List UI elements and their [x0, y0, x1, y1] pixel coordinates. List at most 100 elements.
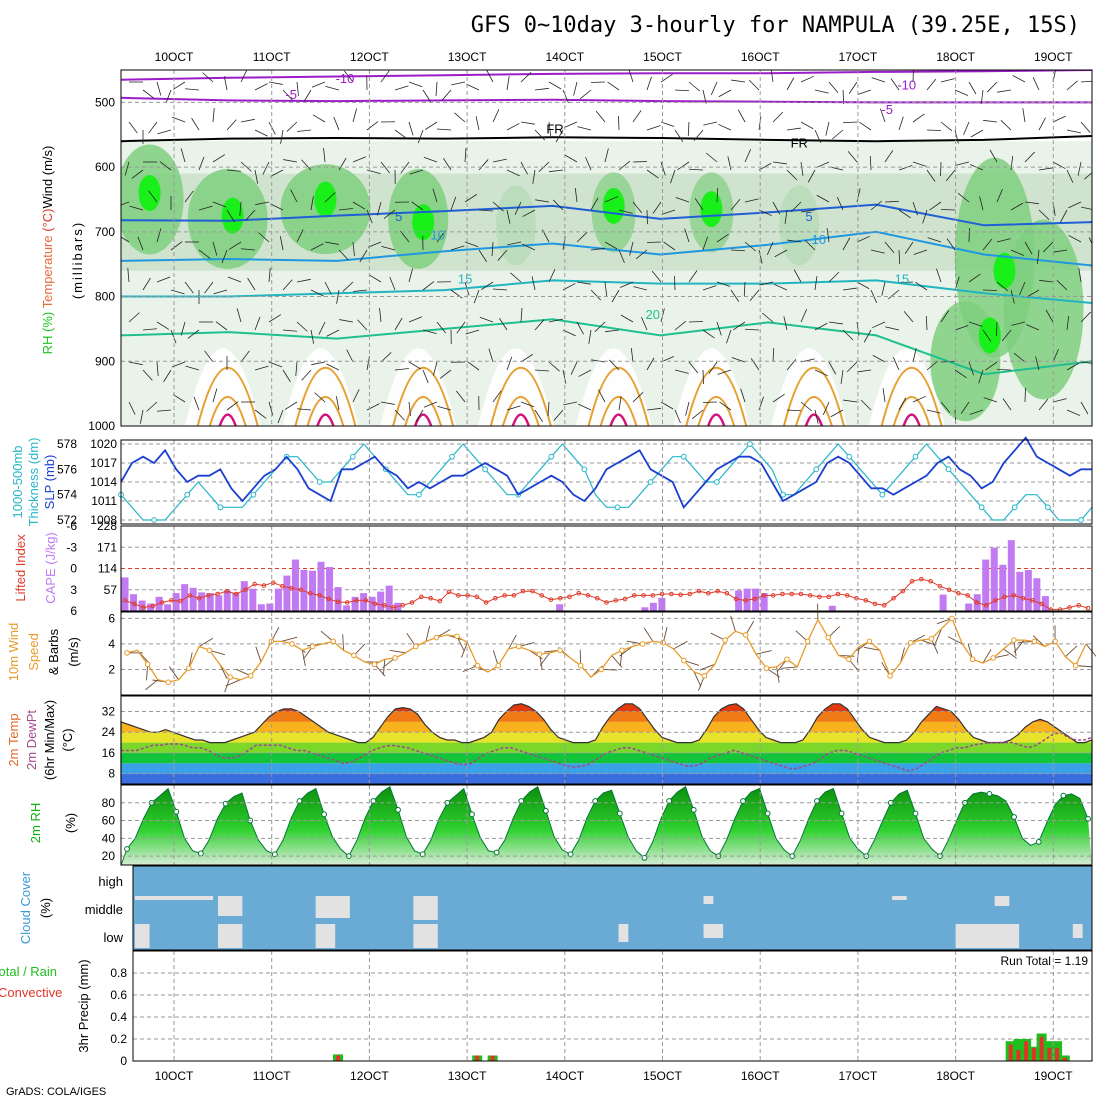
wind-barb	[185, 365, 200, 371]
wind-barb	[957, 192, 970, 203]
wind-barb	[129, 205, 144, 211]
wind-barb	[926, 409, 941, 414]
wind-barb	[456, 390, 466, 403]
wind-barb	[1032, 77, 1040, 91]
contour-label: 15	[458, 272, 472, 287]
wind-barb	[912, 348, 917, 363]
wind-barb	[670, 169, 676, 184]
wind-barb	[156, 81, 162, 96]
wind-barb	[674, 369, 689, 374]
wind-barb	[492, 109, 500, 123]
wind-barb	[1077, 161, 1082, 176]
cloud-patch	[217, 896, 243, 916]
cape-bar	[556, 604, 564, 611]
wind-barb	[338, 249, 349, 261]
warm-contour	[892, 395, 931, 426]
wind-barb	[408, 81, 423, 88]
wind-barb	[520, 121, 535, 125]
wind-barb	[325, 85, 340, 91]
cape-bar	[249, 588, 257, 611]
x-tick-label-top: 13OCT	[448, 50, 487, 64]
li-marker	[613, 598, 619, 603]
wind-barb	[255, 646, 262, 662]
wind-barb	[744, 198, 759, 203]
li-marker	[983, 603, 989, 608]
ua-y-tick-label: 500	[95, 95, 115, 109]
wind-barb	[240, 161, 252, 172]
wind-barb	[381, 245, 396, 251]
wind-barb	[628, 70, 634, 83]
wind-barb	[553, 409, 564, 421]
wind-barb	[408, 268, 414, 283]
wind-barb	[884, 150, 894, 163]
cape-bar	[999, 564, 1007, 611]
wind-barb	[254, 365, 269, 371]
li-marker	[650, 593, 656, 598]
wind-barb	[1001, 329, 1012, 342]
wind-barb	[191, 117, 200, 131]
wind-barb	[978, 369, 984, 384]
temp-color-band	[121, 752, 1092, 764]
wind-barb	[979, 196, 984, 211]
thickness-tick-label: 576	[57, 462, 77, 476]
wind-ylabel-text: 10m Wind Speed & Barbs (m/s)	[6, 623, 81, 682]
ylabel-part: CAPE (J/kg)	[43, 532, 58, 604]
wind-barb	[590, 247, 605, 251]
wind-marker	[433, 634, 440, 641]
temp-color-band	[121, 732, 1092, 743]
li-marker	[594, 595, 600, 601]
wind-barb	[934, 628, 943, 644]
rh-marker	[1060, 792, 1067, 799]
li-marker	[150, 603, 156, 609]
warm-contour	[782, 366, 845, 426]
wind-barb	[478, 249, 487, 262]
wind-barb	[940, 310, 950, 323]
wind-barb	[822, 401, 830, 415]
wind-barb	[719, 401, 732, 411]
wind-barb	[880, 108, 886, 123]
wind-barb	[643, 627, 654, 642]
wind-marker	[392, 655, 398, 661]
x-tick-label-bottom: 19OCT	[1034, 1069, 1073, 1083]
wind-barb	[828, 271, 840, 283]
rh-saturated-area	[138, 174, 161, 211]
wind-barb	[772, 347, 775, 363]
precip-convective-bar	[336, 1055, 341, 1061]
rh-marker	[1085, 815, 1091, 822]
wind-barb	[1003, 648, 1017, 659]
upper-air-ylabel-text: RH (%) Temperature (°C)Wind (m/s)	[40, 146, 55, 355]
cloud-patch	[703, 896, 714, 904]
wind-barb	[755, 650, 772, 655]
wind-barb	[954, 89, 969, 96]
warm-contour	[294, 366, 357, 426]
wind-marker	[454, 633, 460, 640]
wind-marker	[474, 662, 481, 669]
wind-barb	[198, 249, 211, 259]
temp-color-band	[121, 721, 1092, 733]
rh-marker	[986, 790, 993, 797]
li-marker	[789, 591, 794, 597]
thickness-series-marker	[349, 453, 356, 460]
wind-barb	[857, 89, 872, 95]
wind-barb	[564, 154, 578, 163]
wind-barb	[215, 321, 228, 331]
wind-barb	[703, 121, 718, 126]
wind-barb	[1012, 75, 1026, 83]
wind-barb	[549, 169, 564, 173]
wind-barb	[731, 357, 746, 363]
wind-barb	[169, 666, 179, 680]
wind-barb	[121, 201, 130, 206]
wind-barb	[394, 85, 409, 91]
wind-barb	[800, 75, 814, 83]
li-marker	[909, 578, 915, 584]
wind-barb	[598, 389, 606, 403]
rh-marker	[690, 806, 697, 813]
li-marker	[835, 591, 841, 597]
li-marker	[891, 595, 896, 601]
wind-barb	[255, 201, 270, 206]
li-marker	[298, 587, 304, 593]
wind-barb	[236, 308, 242, 323]
rh-moist-area	[779, 185, 820, 266]
wind-marker	[784, 656, 790, 663]
ylabel-part: 2m RH	[28, 803, 43, 843]
